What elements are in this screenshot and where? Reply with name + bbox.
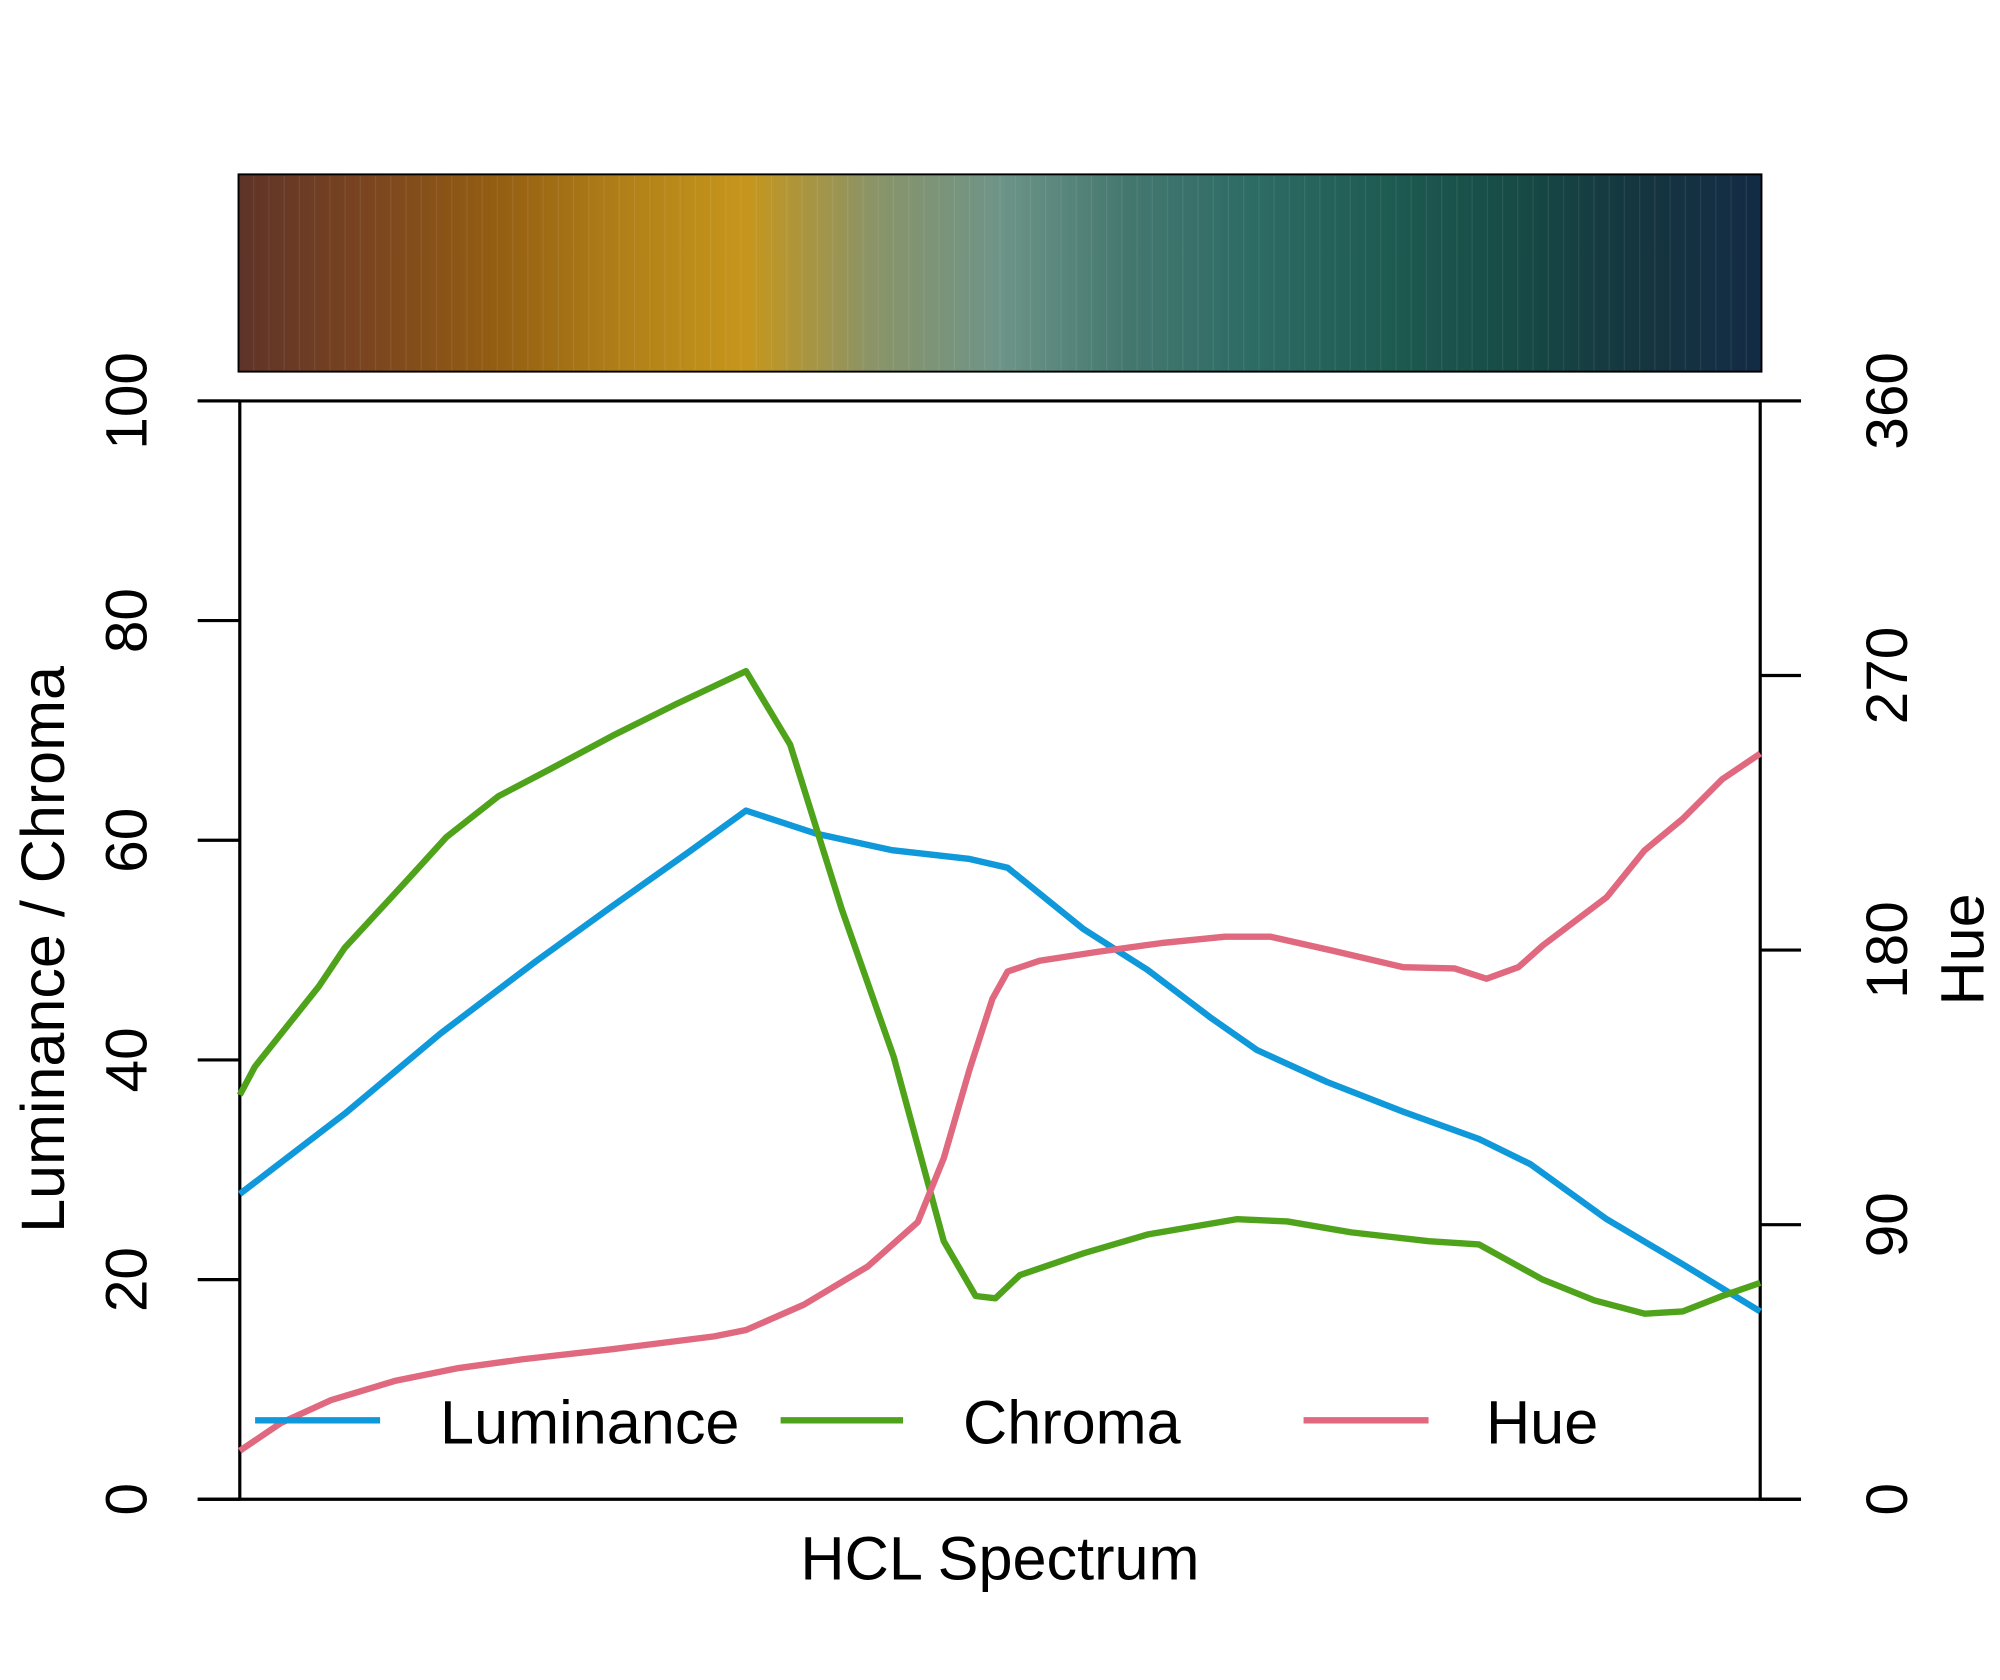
right-tick-label: 270 <box>1855 627 1920 725</box>
color-bar-stripes <box>253 175 1747 371</box>
legend-label-hue: Hue <box>1486 1388 1598 1456</box>
y-axis-right-label: Hue <box>1928 893 1996 1005</box>
color-bar <box>237 173 1763 373</box>
left-tick-label: 20 <box>95 1247 160 1312</box>
left-tick-label: 40 <box>95 1027 160 1092</box>
legend: Luminance Chroma Hue <box>255 1388 1598 1456</box>
legend-label-chroma: Chroma <box>963 1388 1181 1456</box>
left-tick-label: 100 <box>95 352 160 450</box>
left-tick-label: 80 <box>95 588 160 653</box>
y-axis-left-label: Luminance / Chroma <box>9 666 77 1233</box>
x-axis-label: HCL Spectrum <box>800 1525 1199 1593</box>
right-tick-label: 0 <box>1855 1483 1920 1516</box>
series-line-luminance <box>237 807 1762 1315</box>
left-tick-label: 60 <box>95 808 160 873</box>
legend-label-luminance: Luminance <box>440 1388 739 1456</box>
right-tick-label: 90 <box>1855 1192 1920 1257</box>
series-line-chroma <box>236 667 1762 1317</box>
left-tick-label: 0 <box>95 1483 160 1516</box>
series-line-hue <box>238 750 1762 1454</box>
right-tick-label: 360 <box>1855 352 1920 450</box>
right-tick-label: 180 <box>1855 901 1920 999</box>
